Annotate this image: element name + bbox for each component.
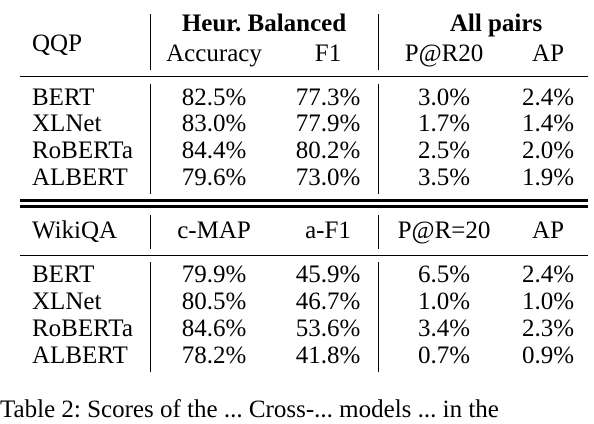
table2-cell: 6.5% [417, 261, 471, 288]
rule-under-header-2 [20, 255, 588, 256]
col-header-c-map: c-MAP [177, 217, 251, 244]
table1-cell: 77.9% [295, 110, 361, 137]
results-table: QQP Heur. Balanced All pairs Accuracy F1… [20, 0, 588, 392]
table2-row-model: RoBERTa [32, 315, 133, 342]
col-header-p-at-r20: P@R20 [404, 40, 484, 67]
col-header-p-at-r-equals-20: P@R=20 [397, 217, 491, 244]
group-header-heur-balanced: Heur. Balanced [181, 10, 347, 37]
table1-cell: 80.2% [295, 137, 361, 164]
table1-cell: 82.5% [181, 84, 247, 111]
table2-cell: 0.9% [521, 342, 575, 369]
table2-row-model: ALBERT [32, 342, 128, 369]
table1-row-model: BERT [32, 84, 95, 111]
table1-cell: 1.7% [417, 110, 471, 137]
table2-cell: 1.0% [521, 288, 575, 315]
table2-corner-label: WikiQA [32, 217, 118, 244]
rule-under-header-1 [20, 76, 588, 77]
vrule-body2-left [150, 262, 151, 372]
table1-cell: 2.0% [521, 137, 575, 164]
table1-cell: 79.6% [181, 164, 247, 191]
table2-cell: 0.7% [417, 342, 471, 369]
table2-cell: 53.6% [295, 315, 361, 342]
table2-cell: 2.4% [521, 261, 575, 288]
table2-cell: 41.8% [295, 342, 361, 369]
table1-cell: 73.0% [295, 164, 361, 191]
vrule-body2-right [378, 262, 379, 372]
table2-cell: 45.9% [295, 261, 361, 288]
col-header-accuracy: Accuracy [166, 40, 262, 67]
col-header-ap-2: AP [532, 217, 564, 244]
table2-cell: 46.7% [295, 288, 361, 315]
table2-cell: 79.9% [181, 261, 247, 288]
vrule-body1-right [378, 84, 379, 194]
table2-row-model: BERT [32, 261, 95, 288]
table1-cell: 2.5% [417, 137, 471, 164]
table2-cell: 84.6% [181, 315, 247, 342]
table1-cell: 1.4% [521, 110, 575, 137]
table2-cell: 1.0% [417, 288, 471, 315]
double-rule-top [20, 199, 588, 202]
table2-cell: 80.5% [181, 288, 247, 315]
table1-row-model: XLNet [32, 110, 102, 137]
table-caption: Table 2: Scores of the ... Cross-... mod… [0, 396, 499, 423]
table2-cell: 78.2% [181, 342, 247, 369]
table1-cell: 3.5% [417, 164, 471, 191]
double-rule-bottom [20, 205, 588, 208]
table1-cell: 84.4% [181, 137, 247, 164]
table2-row-model: XLNet [32, 288, 102, 315]
table1-corner-label: QQP [32, 30, 83, 57]
table1-cell: 3.0% [417, 84, 471, 111]
table1-row-model: RoBERTa [32, 137, 133, 164]
col-header-ap: AP [532, 40, 564, 67]
col-header-a-f1: a-F1 [305, 217, 351, 244]
vrule-body1-left [150, 84, 151, 194]
table2-cell: 3.4% [417, 315, 471, 342]
table1-row-model: ALBERT [32, 164, 128, 191]
table1-cell: 2.4% [521, 84, 575, 111]
table1-cell: 1.9% [521, 164, 575, 191]
group-header-all-pairs: All pairs [449, 10, 543, 37]
col-header-f1: F1 [314, 40, 342, 67]
table1-cell: 83.0% [181, 110, 247, 137]
table2-cell: 2.3% [521, 315, 575, 342]
table1-cell: 77.3% [295, 84, 361, 111]
vrule-header2-right [378, 215, 379, 249]
vrule-header1-left [150, 14, 151, 70]
vrule-header1-right [378, 14, 379, 70]
vrule-header2-left [150, 215, 151, 249]
